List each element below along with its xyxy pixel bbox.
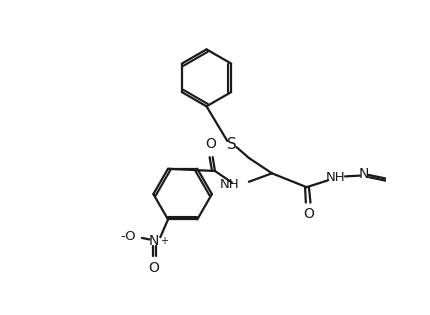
Text: N: N bbox=[359, 167, 369, 181]
Text: O: O bbox=[206, 137, 217, 151]
Text: N: N bbox=[149, 234, 160, 248]
Text: +: + bbox=[160, 236, 168, 246]
Text: -O: -O bbox=[120, 230, 136, 243]
Text: O: O bbox=[304, 207, 314, 221]
Text: O: O bbox=[149, 261, 160, 275]
Text: NH: NH bbox=[220, 178, 240, 192]
Text: NH: NH bbox=[326, 171, 346, 185]
Text: S: S bbox=[227, 137, 237, 152]
